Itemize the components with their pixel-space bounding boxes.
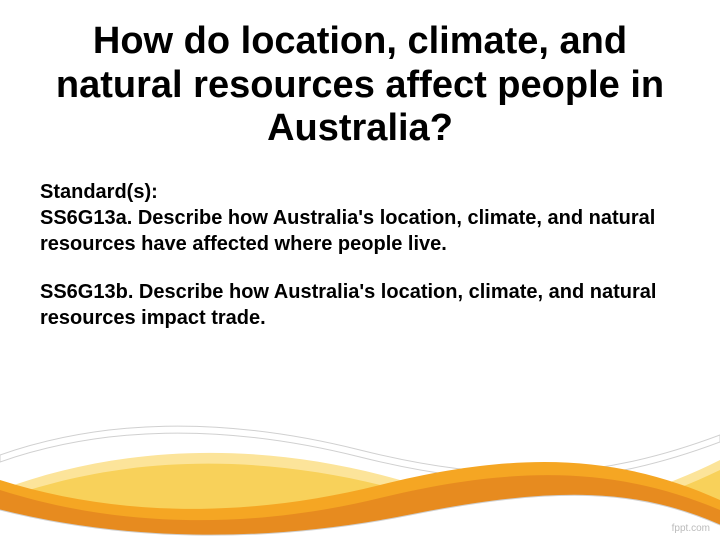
standard-a-text: SS6G13a. Describe how Australia's locati… (40, 205, 680, 257)
slide-title: How do location, climate, and natural re… (40, 20, 680, 151)
watermark-text: fppt.com (672, 523, 710, 534)
standard-b-text: SS6G13b. Describe how Australia's locati… (40, 279, 680, 331)
standards-block-b: SS6G13b. Describe how Australia's locati… (40, 279, 680, 331)
slide-container: How do location, climate, and natural re… (0, 0, 720, 540)
standards-block-a: Standard(s): SS6G13a. Describe how Austr… (40, 179, 680, 257)
wave-svg (0, 360, 720, 540)
standards-label: Standard(s): (40, 179, 680, 205)
decorative-waves (0, 360, 720, 540)
